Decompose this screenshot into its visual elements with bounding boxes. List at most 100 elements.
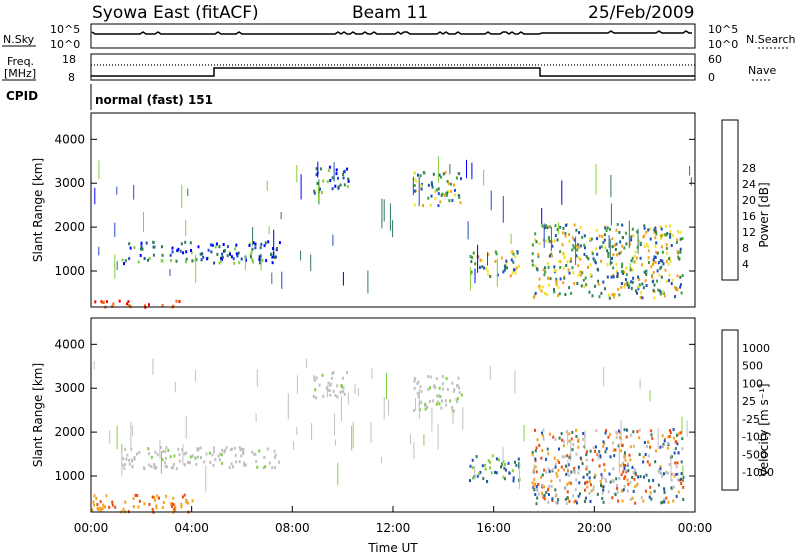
- data-cell: [512, 260, 515, 264]
- data-cell: [263, 244, 266, 248]
- data-cell: [622, 271, 624, 275]
- data-cell: [617, 444, 620, 448]
- data-cell: [616, 223, 619, 226]
- data-cell: [575, 254, 578, 258]
- data-cell: [553, 456, 556, 460]
- data-cell: [274, 453, 277, 457]
- data-cell: [652, 288, 655, 292]
- data-cell: [229, 448, 232, 452]
- y-tick-label: 4000: [54, 132, 85, 146]
- data-cell: [598, 295, 601, 299]
- data-cell: [626, 489, 629, 493]
- data-cell: [490, 471, 493, 475]
- data-cell: [566, 454, 569, 458]
- data-cell: [623, 466, 626, 470]
- data-cell: [531, 252, 534, 256]
- data-cell: [675, 494, 678, 498]
- data-cell: [665, 259, 668, 263]
- data-cell: [164, 449, 167, 453]
- data-cell: [121, 463, 124, 467]
- data-cell: [606, 275, 609, 279]
- data-cell: [632, 489, 635, 493]
- data-cell: [568, 473, 571, 477]
- x-tick-label: 16:00: [476, 521, 511, 535]
- data-cell: [222, 243, 225, 246]
- data-cell: [505, 262, 508, 266]
- data-cell: [625, 231, 627, 235]
- data-cell: [432, 399, 435, 403]
- data-cell: [153, 466, 156, 470]
- data-streak: [423, 434, 425, 446]
- data-cell: [480, 259, 483, 263]
- data-streak: [489, 365, 491, 380]
- data-cell: [458, 172, 461, 176]
- data-cell: [557, 498, 560, 502]
- data-cell: [437, 204, 440, 208]
- data-cell: [679, 431, 682, 435]
- data-cell: [553, 288, 555, 291]
- data-cell: [165, 494, 168, 498]
- data-cell: [514, 460, 516, 464]
- data-cell: [276, 247, 278, 250]
- data-cell: [111, 304, 114, 308]
- data-cell: [437, 192, 440, 196]
- data-cell: [622, 463, 625, 467]
- y-tick-label: 2000: [54, 425, 85, 439]
- data-cell: [191, 454, 194, 458]
- data-cell: [613, 293, 616, 297]
- data-streak: [300, 250, 302, 261]
- data-cell: [518, 264, 521, 268]
- data-cell: [656, 251, 659, 255]
- data-cell: [665, 496, 668, 500]
- data-cell: [551, 499, 554, 502]
- data-cell: [445, 377, 448, 380]
- data-cell: [564, 234, 567, 238]
- data-cell: [141, 247, 144, 251]
- data-cell: [111, 503, 114, 507]
- data-cell: [679, 247, 682, 251]
- power-frame: [90, 112, 696, 308]
- data-cell: [503, 264, 506, 268]
- data-cell: [261, 258, 264, 262]
- data-cell: [541, 285, 544, 289]
- data-cell: [631, 496, 634, 500]
- data-cell: [446, 387, 449, 391]
- velocity-ylabel: Slant Range [km]: [31, 363, 45, 467]
- data-cell: [586, 480, 589, 484]
- data-cell: [649, 227, 652, 231]
- x-tick-label: 08:00: [275, 521, 310, 535]
- data-cell: [602, 500, 605, 504]
- data-cell: [250, 250, 253, 254]
- data-cell: [536, 488, 539, 492]
- data-cell: [607, 435, 610, 439]
- data-cell: [271, 466, 274, 470]
- data-cell: [581, 271, 584, 275]
- data-cell: [128, 304, 131, 307]
- data-cell: [659, 259, 662, 262]
- data-streak: [93, 361, 95, 370]
- data-cell: [328, 389, 331, 392]
- data-cell: [564, 293, 567, 297]
- data-cell: [679, 275, 682, 279]
- data-cell: [600, 473, 603, 477]
- data-cell: [552, 435, 555, 439]
- data-cell: [570, 437, 573, 441]
- data-cell: [106, 300, 108, 304]
- data-cell: [602, 485, 605, 489]
- data-cell: [583, 285, 586, 289]
- data-cell: [534, 457, 537, 461]
- data-cell: [572, 442, 575, 446]
- data-cell: [570, 470, 573, 474]
- data-streak: [121, 451, 123, 477]
- data-cell: [614, 493, 617, 497]
- data-cell: [672, 485, 675, 489]
- data-cell: [630, 280, 633, 284]
- data-cell: [328, 384, 331, 388]
- data-cell: [165, 446, 168, 450]
- data-cell: [416, 382, 419, 386]
- data-cell: [248, 244, 251, 247]
- data-cell: [595, 429, 598, 433]
- data-streak: [603, 367, 605, 386]
- data-cell: [669, 232, 672, 236]
- data-cell: [596, 453, 599, 457]
